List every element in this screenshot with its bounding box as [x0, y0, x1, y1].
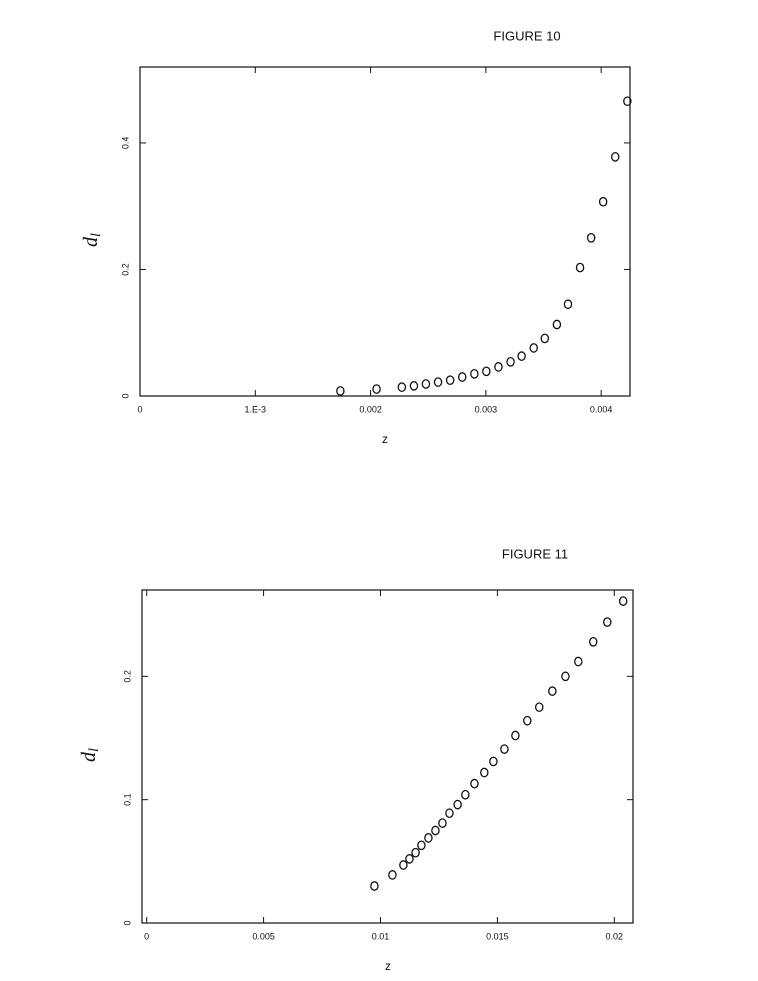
data-point: [517, 351, 526, 361]
y-tick-label: 0: [122, 920, 132, 925]
x-tick-label: 0.003: [475, 404, 498, 414]
y-tick-label: 0.2: [122, 670, 132, 683]
x-tick-label: 1.E-3: [245, 404, 267, 414]
data-point: [370, 881, 379, 891]
data-point: [445, 375, 455, 386]
data-point: [548, 686, 557, 696]
data-point: [461, 789, 470, 800]
plot-frame: [139, 66, 631, 397]
data-point: [372, 384, 381, 394]
data-point: [586, 232, 596, 243]
y-tick-label: 0.4: [120, 137, 130, 150]
data-point: [529, 343, 538, 353]
data-point: [574, 656, 583, 667]
y-axis-label-subscript: l: [89, 233, 104, 237]
data-point: [445, 808, 454, 819]
x-tick-label: 0: [144, 931, 149, 941]
plot-frame: [141, 589, 634, 924]
x-tick-label: 0.02: [606, 931, 624, 941]
data-point: [431, 825, 440, 836]
y-tick-label: 0.2: [120, 263, 130, 276]
chart: FIGURE 11 z dl 0 0.005 0.01 0.015 0.02 0 0.1 0.2: [78, 546, 634, 973]
y-axis-label: dl: [80, 233, 105, 247]
chart-title: FIGURE 10: [493, 28, 560, 43]
data-point: [397, 382, 407, 392]
data-point: [424, 833, 433, 843]
data-point: [470, 778, 479, 789]
data-point: [409, 381, 419, 391]
y-tick-label: 0.1: [122, 793, 132, 806]
data-point: [336, 386, 345, 396]
data-point: [623, 96, 632, 107]
data-point: [399, 860, 408, 870]
data-point: [575, 262, 585, 273]
data-point: [511, 730, 520, 741]
x-axis-label: z: [382, 432, 388, 446]
x-tick-label: 0.005: [252, 931, 275, 941]
data-point: [421, 379, 431, 389]
data-point: [552, 319, 562, 330]
data-point: [598, 196, 608, 207]
chart: FIGURE 10 z dl 0 1.E-3 0.002 0.003 0.004 0 0.2 0.4: [80, 28, 632, 446]
x-tick-label: 0.015: [486, 931, 509, 941]
data-point: [603, 617, 612, 627]
x-tick-label: 0: [137, 404, 142, 414]
data-point: [610, 151, 620, 162]
data-point: [489, 756, 498, 767]
x-tick-label: 0.002: [359, 404, 382, 414]
y-axis-label-subscript: l: [87, 748, 102, 752]
data-point: [417, 840, 426, 851]
data-point: [411, 847, 420, 858]
data-point: [589, 636, 598, 647]
y-axis-label-main: d: [80, 236, 102, 247]
data-point: [453, 799, 462, 810]
data-point: [494, 362, 503, 372]
data-point: [433, 377, 443, 387]
data-point: [540, 333, 550, 344]
data-point: [534, 702, 544, 713]
y-tick-label: 0: [120, 393, 130, 398]
data-point: [388, 870, 397, 880]
data-point: [457, 372, 467, 382]
y-axis-label: dl: [78, 748, 103, 762]
data-point: [482, 366, 491, 377]
data-point: [506, 356, 515, 367]
data-point: [561, 671, 570, 682]
chart-title: FIGURE 11: [502, 546, 568, 561]
x-axis-label: z: [385, 959, 391, 973]
data-point: [470, 369, 479, 379]
data-point: [523, 715, 532, 726]
data-point: [480, 767, 489, 778]
y-axis-label-main: d: [78, 751, 100, 762]
data-point: [405, 854, 414, 864]
data-point: [618, 596, 628, 606]
data-point: [438, 818, 447, 828]
x-tick-label: 0.004: [590, 404, 613, 414]
x-tick-label: 0.01: [372, 931, 390, 941]
data-point: [500, 744, 509, 754]
data-point: [563, 299, 573, 310]
